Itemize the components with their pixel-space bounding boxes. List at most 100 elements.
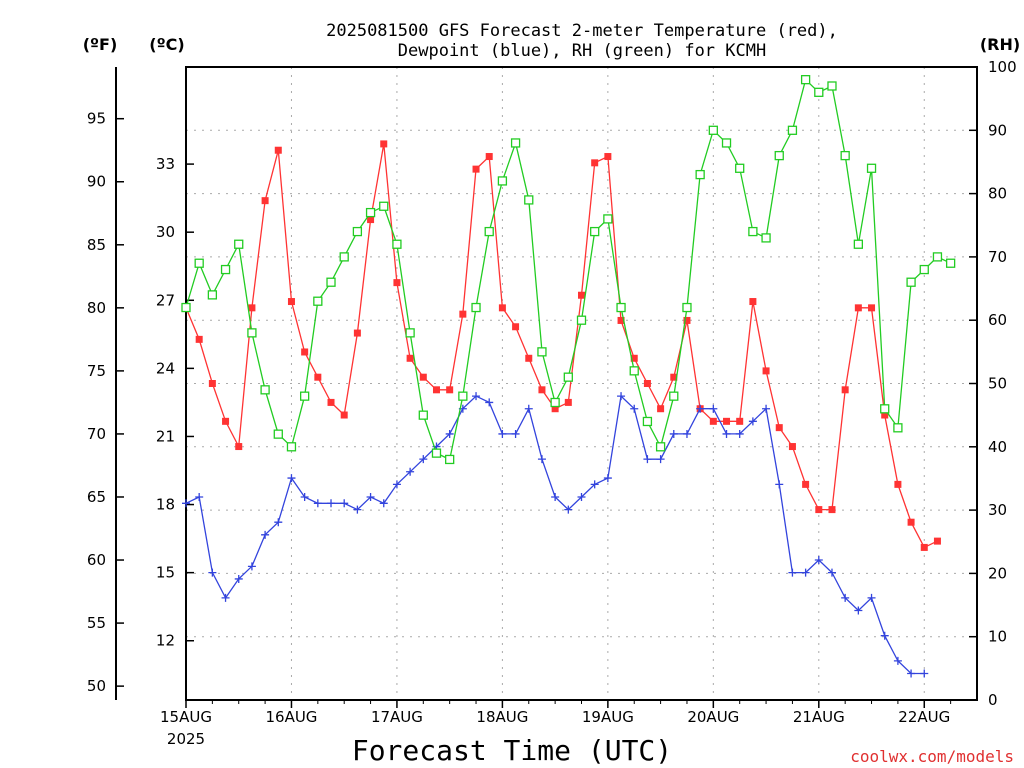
rh-point bbox=[458, 391, 468, 401]
dewpoint-point bbox=[327, 499, 336, 508]
rh-point bbox=[484, 226, 494, 237]
temperature-point bbox=[380, 140, 388, 148]
rh-point bbox=[207, 290, 218, 300]
dewpoint-point bbox=[827, 568, 836, 577]
temperature-point bbox=[894, 480, 902, 488]
temperature-point bbox=[854, 304, 862, 312]
temperature-point bbox=[723, 417, 731, 425]
rh-point bbox=[655, 442, 666, 452]
rh-point bbox=[405, 328, 415, 338]
dewpoint-point bbox=[498, 429, 507, 438]
temperature-point bbox=[301, 348, 309, 356]
temperature-point bbox=[459, 310, 467, 318]
temperature-point bbox=[881, 411, 889, 419]
y-tick-label-f: 55 bbox=[87, 614, 106, 632]
rh-point bbox=[840, 150, 850, 161]
temperature-point bbox=[446, 386, 454, 394]
temperature-point bbox=[353, 329, 361, 337]
unit-celsius-label: (ºC) bbox=[149, 35, 184, 54]
rh-point bbox=[379, 201, 389, 211]
y-tick-label-rh: 30 bbox=[988, 501, 1007, 519]
temperature-point bbox=[709, 417, 717, 425]
dewpoint-point bbox=[511, 429, 520, 438]
rh-point bbox=[524, 195, 534, 205]
dewpoint-point bbox=[867, 593, 876, 602]
y-tick-label-c: 24 bbox=[156, 359, 175, 377]
rh-point bbox=[603, 214, 613, 224]
temperature-point bbox=[564, 398, 572, 406]
rh-point bbox=[563, 372, 573, 382]
x-tick-label: 18AUG bbox=[476, 708, 528, 726]
x-tick-label: 22AUG bbox=[898, 708, 950, 726]
dewpoint-point bbox=[577, 492, 586, 501]
y-tick-label-rh: 80 bbox=[988, 185, 1007, 203]
dewpoint-point bbox=[261, 530, 270, 539]
rh-point bbox=[194, 258, 204, 268]
temperature-point bbox=[472, 165, 480, 173]
temperature-point bbox=[485, 153, 493, 161]
y-tick-label-rh: 60 bbox=[988, 311, 1007, 329]
y-tick-label-f: 65 bbox=[87, 488, 106, 506]
rh-point bbox=[590, 226, 600, 237]
temperature-point bbox=[538, 386, 546, 394]
y-tick-label-c: 33 bbox=[156, 155, 175, 173]
rh-point bbox=[827, 81, 837, 91]
credit-link[interactable]: coolwx.com/models bbox=[850, 747, 1014, 766]
dewpoint-point bbox=[485, 398, 494, 407]
rh-point bbox=[313, 296, 323, 306]
dewpoint-point bbox=[234, 574, 243, 583]
temperature-point bbox=[208, 380, 216, 387]
dewpoint-point bbox=[313, 499, 322, 508]
temperature-point bbox=[222, 417, 230, 425]
dewpoint-point bbox=[709, 404, 718, 413]
y-tick-label-rh: 10 bbox=[988, 628, 1007, 646]
dewpoint-point bbox=[841, 593, 850, 602]
temperature-point bbox=[920, 543, 928, 551]
dewpoint-point bbox=[406, 467, 415, 476]
dewpoint-point bbox=[445, 429, 454, 438]
rh-point bbox=[774, 150, 784, 161]
temperature-point bbox=[604, 153, 612, 161]
dewpoint-point bbox=[801, 568, 810, 577]
temperature-point bbox=[498, 304, 506, 312]
temperature-point bbox=[841, 386, 849, 394]
rh-point bbox=[550, 397, 560, 408]
temperature-point bbox=[617, 316, 625, 324]
x-tick-label: 17AUG bbox=[371, 708, 423, 726]
temperature-point bbox=[393, 279, 401, 287]
dewpoint-point bbox=[669, 429, 678, 438]
rh-point bbox=[234, 239, 244, 249]
dewpoint-point bbox=[682, 429, 691, 438]
dewpoint-point bbox=[854, 606, 863, 615]
y-tick-label-f: 80 bbox=[87, 299, 106, 317]
rh-point bbox=[286, 442, 297, 452]
temperature-point bbox=[868, 304, 876, 312]
rh-point bbox=[299, 391, 310, 401]
y-tick-label-f: 70 bbox=[87, 425, 106, 443]
rh-point bbox=[932, 252, 943, 262]
chart-title-line1: 2025081500 GFS Forecast 2-meter Temperat… bbox=[326, 21, 838, 41]
rh-point bbox=[866, 163, 877, 173]
dewpoint-point bbox=[696, 404, 705, 413]
y-tick-label-rh: 70 bbox=[988, 248, 1007, 266]
rh-point bbox=[629, 366, 639, 376]
rh-point bbox=[445, 454, 455, 465]
temperature-point bbox=[933, 537, 941, 545]
temperature-point bbox=[340, 411, 348, 419]
rh-point bbox=[273, 429, 283, 439]
rh-point bbox=[537, 347, 547, 357]
temperature-point bbox=[314, 373, 322, 381]
rh-point bbox=[853, 239, 863, 249]
temperature-point bbox=[736, 417, 744, 425]
rh-point bbox=[761, 233, 771, 243]
rh-point bbox=[787, 125, 798, 135]
dewpoint-point bbox=[208, 568, 217, 577]
grid bbox=[186, 67, 977, 700]
temperature-point bbox=[551, 405, 559, 413]
temperature-point bbox=[591, 159, 599, 167]
rh-point bbox=[735, 163, 745, 173]
y-tick-label-rh: 0 bbox=[988, 691, 998, 709]
rh-point bbox=[906, 277, 916, 287]
dewpoint-point bbox=[551, 492, 560, 501]
